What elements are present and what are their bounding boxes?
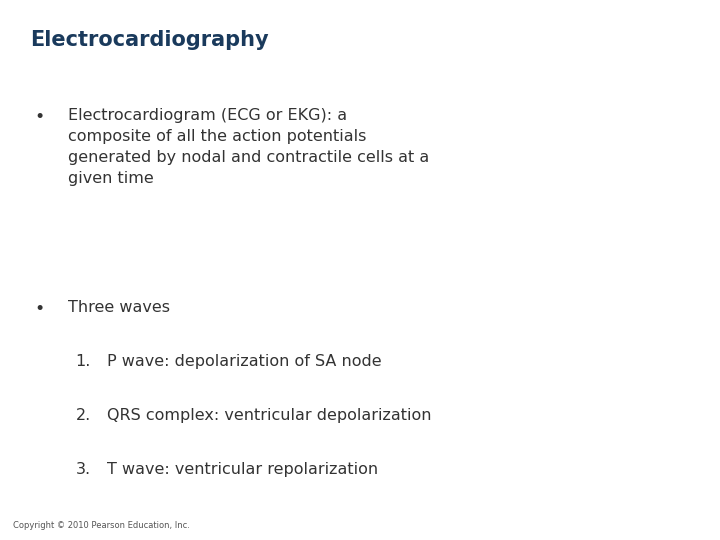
Text: 3.: 3. [76,462,91,477]
Text: Copyright © 2010 Pearson Education, Inc.: Copyright © 2010 Pearson Education, Inc. [13,521,190,530]
Text: •: • [35,108,45,126]
Text: Electrocardiogram (ECG or EKG): a
composite of all the action potentials
generat: Electrocardiogram (ECG or EKG): a compos… [68,108,430,186]
Text: 1.: 1. [76,354,91,369]
Text: •: • [35,300,45,318]
Text: Electrocardiography: Electrocardiography [30,30,269,50]
Text: T wave: ventricular repolarization: T wave: ventricular repolarization [107,462,378,477]
Text: Three waves: Three waves [68,300,171,315]
Text: P wave: depolarization of SA node: P wave: depolarization of SA node [107,354,381,369]
Text: 2.: 2. [76,408,91,423]
Text: QRS complex: ventricular depolarization: QRS complex: ventricular depolarization [107,408,431,423]
